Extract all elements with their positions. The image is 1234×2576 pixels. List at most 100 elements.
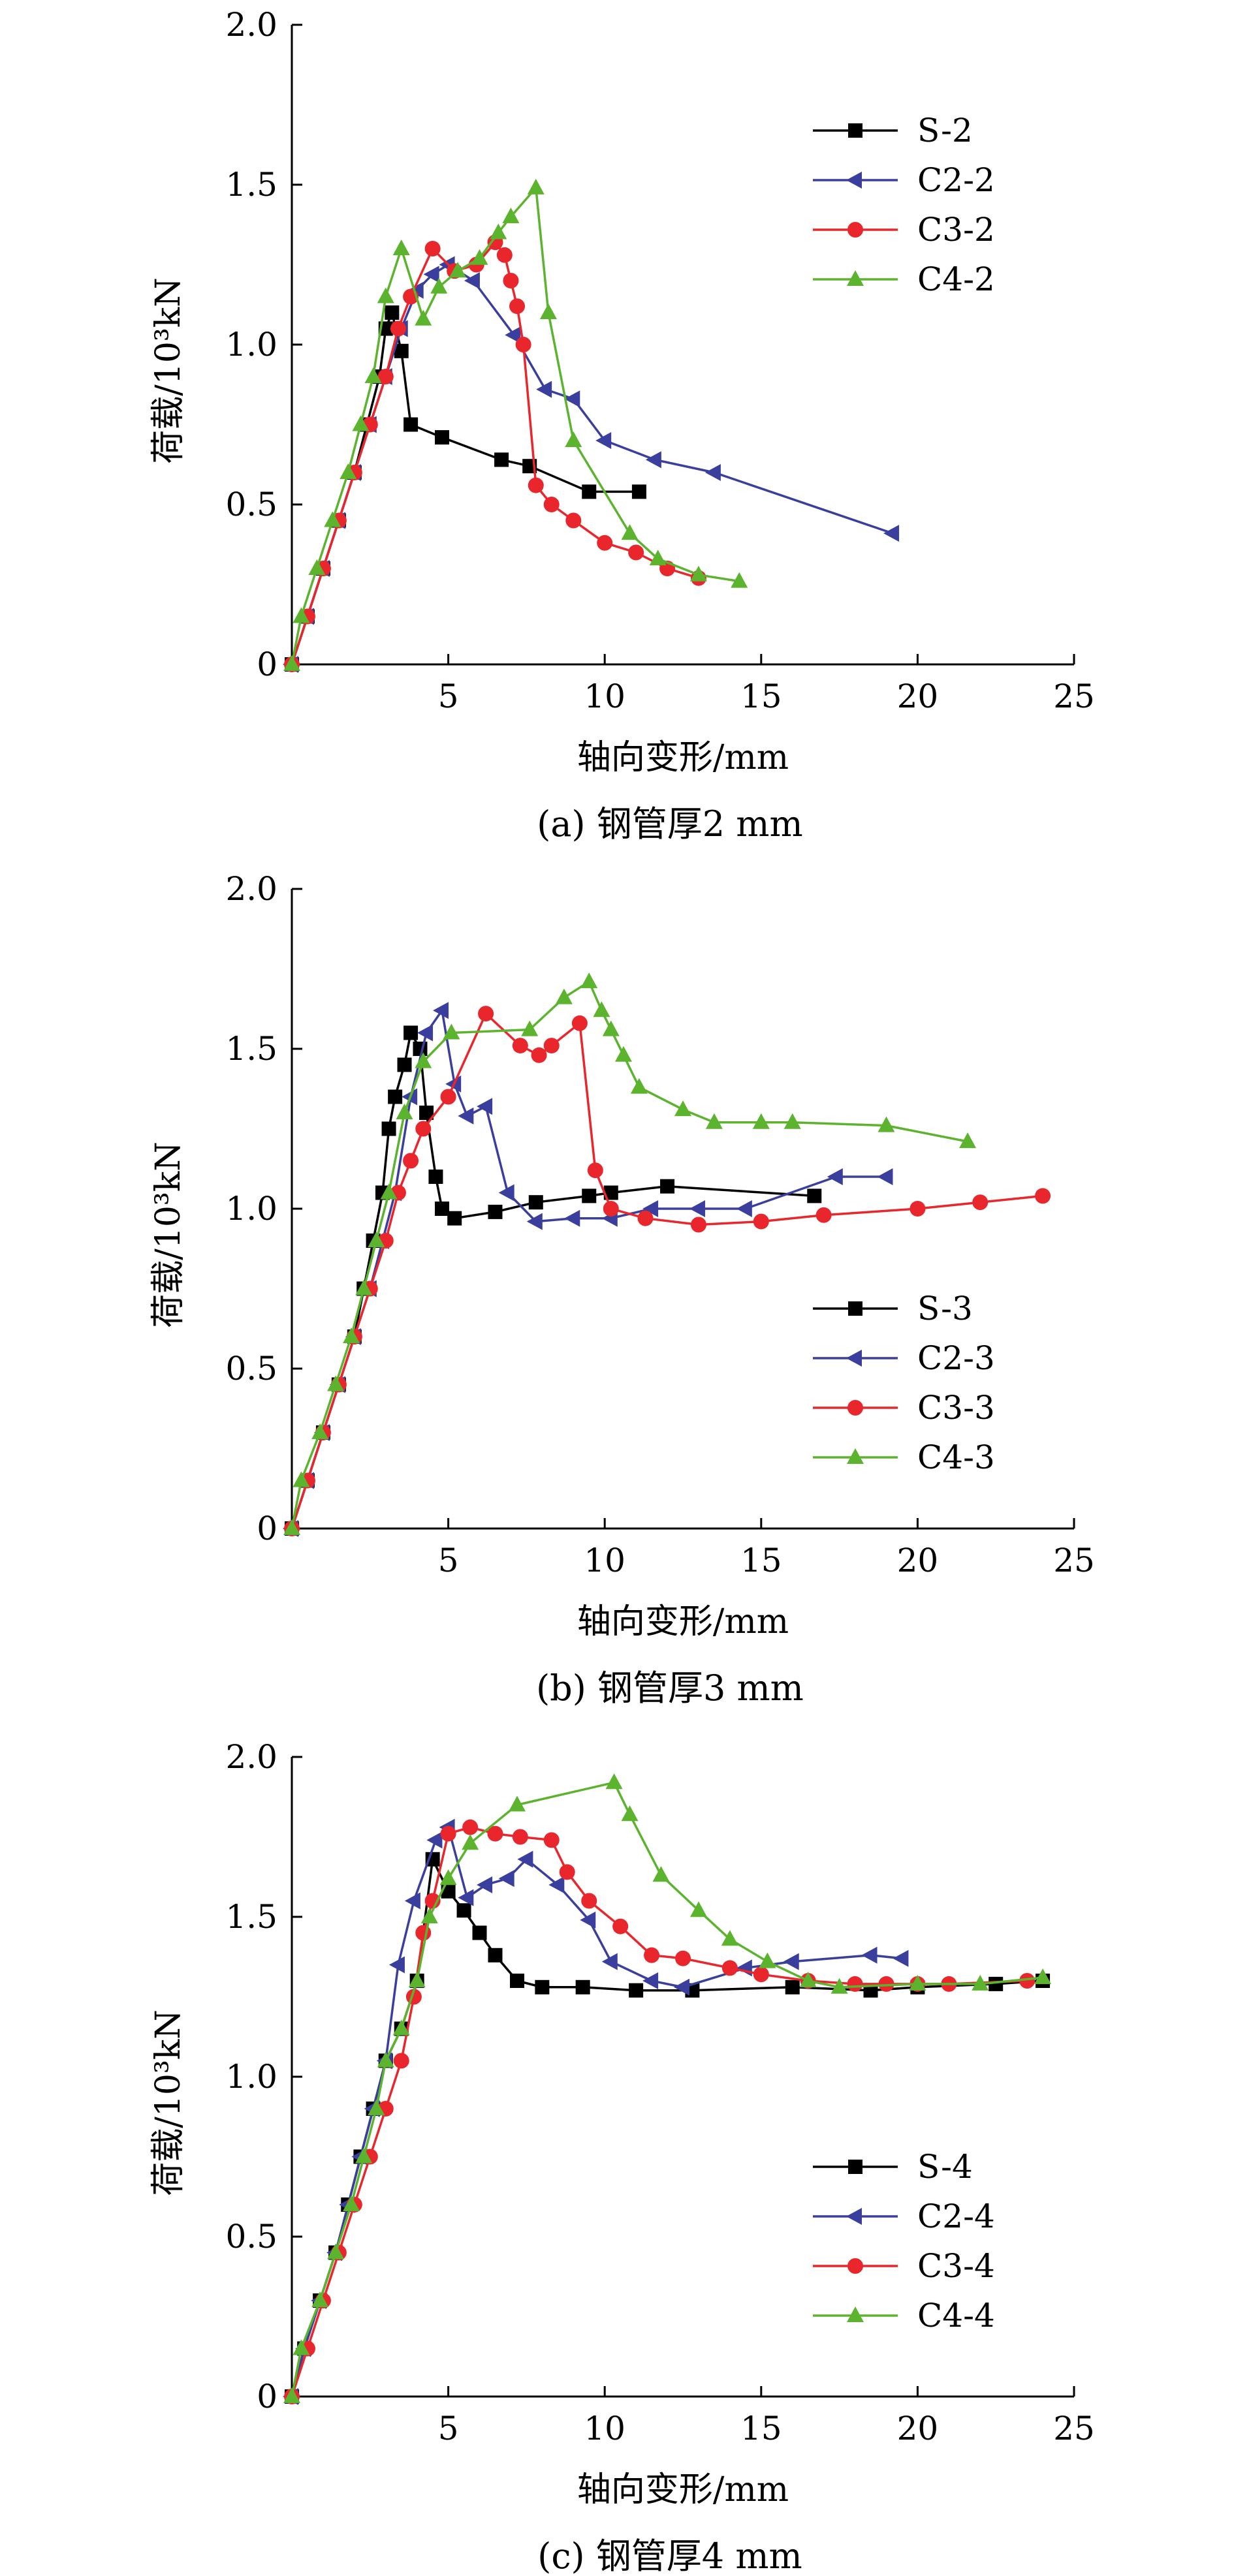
data-point-c4-3 — [293, 1471, 310, 1487]
series-c4-4 — [283, 1773, 1052, 2403]
data-point-c3-2 — [565, 512, 582, 529]
y-tick-label: 0.5 — [225, 486, 277, 523]
series-c2-2 — [283, 256, 900, 673]
data-point-c3-4 — [462, 1819, 479, 1835]
data-point-c3-3 — [403, 1153, 419, 1169]
data-point-c2-2 — [883, 525, 900, 542]
data-point-c4-4 — [327, 2243, 345, 2259]
legend-label-c2-2: C2-2 — [917, 161, 995, 199]
data-point-c2-3 — [433, 1002, 449, 1019]
legend-label-c3-3: C3-3 — [917, 1389, 995, 1427]
y-axis-title: 荷载/10³kN — [149, 277, 188, 464]
x-tick-label: 10 — [584, 1542, 625, 1579]
legend-marker-c3-4 — [847, 2258, 863, 2274]
data-point-c4-4 — [311, 2291, 329, 2307]
data-point-c4-4 — [420, 1908, 438, 1923]
data-point-s-2 — [631, 484, 646, 499]
data-point-c4-4 — [462, 1834, 479, 1850]
data-point-c4-3 — [415, 1052, 432, 1068]
legend-label-s-4: S-4 — [917, 2148, 973, 2186]
legend-marker-c4-4 — [847, 2306, 864, 2322]
legend-label-c4-3: C4-3 — [917, 1438, 995, 1476]
data-point-c4-2 — [364, 367, 382, 383]
data-point-s-3 — [428, 1170, 443, 1184]
data-point-c4-2 — [449, 262, 466, 278]
chart-panel-c: 0 0.5 1.0 1.5 2.0 5 10 15 20 25 轴向变形/mm 荷载/10³kN (c)… — [149, 1738, 1095, 2576]
data-point-c4-2 — [490, 223, 507, 240]
data-point-c3-4 — [847, 1976, 863, 1992]
data-point-s-3 — [528, 1195, 543, 1210]
data-point-c4-3 — [555, 988, 573, 1004]
data-point-c3-3 — [637, 1210, 654, 1226]
data-point-c2-4 — [861, 1946, 878, 1964]
data-point-s-4 — [456, 1903, 471, 1918]
data-point-c2-4 — [642, 1972, 659, 1989]
data-point-c3-4 — [721, 1960, 738, 1976]
data-point-c3-3 — [690, 1217, 706, 1233]
x-tick-label: 25 — [1053, 2410, 1095, 2447]
y-tick-label: 2.0 — [225, 6, 277, 44]
data-point-c4-3 — [396, 1104, 413, 1119]
panel-caption: (c) 钢管厚4 mm — [537, 2536, 802, 2576]
data-point-c2-2 — [595, 432, 612, 449]
data-point-s-4 — [488, 1948, 503, 1963]
data-point-c4-3 — [674, 1100, 691, 1117]
data-point-c4-2 — [352, 415, 370, 431]
x-tick-label: 5 — [438, 1542, 459, 1579]
series-c2-3 — [283, 1002, 893, 1537]
data-point-c3-4 — [559, 1864, 575, 1880]
data-point-s-4 — [535, 1979, 550, 1994]
data-point-c4-2 — [649, 550, 667, 566]
x-tick-label: 25 — [1053, 1542, 1095, 1579]
data-point-c2-4 — [736, 1959, 752, 1977]
data-point-c4-3 — [878, 1116, 895, 1132]
series-line-c4-3 — [291, 980, 968, 1529]
data-point-c2-3 — [417, 1024, 434, 1042]
y-tick-label: 0.5 — [225, 1350, 277, 1388]
data-point-c2-3 — [526, 1213, 543, 1230]
data-point-c4-2 — [283, 655, 300, 671]
series-c4-3 — [283, 972, 977, 1535]
data-point-c4-4 — [652, 1866, 670, 1882]
data-point-c4-3 — [311, 1423, 329, 1439]
data-point-c3-4 — [487, 1825, 503, 1842]
data-point-c2-4 — [498, 1870, 514, 1887]
y-axis-title: 荷载/10³kN — [149, 1141, 188, 1328]
data-point-c3-4 — [393, 2053, 409, 2069]
data-point-c3-3 — [543, 1038, 560, 1054]
data-point-s-3 — [582, 1188, 597, 1203]
data-point-c4-4 — [392, 2019, 410, 2036]
data-point-c4-4 — [972, 1974, 989, 1991]
data-point-c3-3 — [603, 1201, 619, 1217]
data-point-c4-3 — [521, 1020, 539, 1036]
data-point-s-3 — [447, 1211, 462, 1226]
y-tick-label: 0 — [257, 645, 277, 683]
data-point-s-3 — [807, 1188, 822, 1203]
data-point-c2-4 — [893, 1949, 909, 1967]
data-point-s-2 — [435, 430, 450, 445]
y-tick-label: 0 — [257, 2378, 277, 2415]
data-point-s-3 — [435, 1202, 450, 1216]
data-point-c4-2 — [565, 431, 582, 447]
data-point-c3-4 — [415, 1925, 432, 1941]
data-point-c4-2 — [293, 607, 310, 623]
data-point-c3-2 — [543, 497, 560, 512]
x-axis-title: 轴向变形/mm — [577, 2470, 789, 2509]
data-point-s-4 — [629, 1983, 644, 1998]
legend-marker-c4-3 — [847, 1448, 864, 1464]
data-point-c3-2 — [628, 544, 644, 561]
series-line-c2-3 — [291, 1009, 887, 1529]
data-point-s-2 — [494, 452, 509, 467]
x-tick-label: 20 — [897, 1542, 939, 1579]
data-point-c3-4 — [675, 1950, 691, 1966]
data-point-c4-3 — [705, 1113, 723, 1129]
data-point-c4-2 — [539, 303, 557, 319]
data-point-c2-4 — [601, 1953, 618, 1970]
data-point-c3-2 — [424, 241, 441, 256]
legend: S-2 C2-2 C3-2 C4-2 — [813, 112, 995, 298]
data-point-s-3 — [488, 1204, 503, 1219]
data-point-c2-3 — [877, 1168, 893, 1185]
data-point-c3-3 — [972, 1194, 989, 1211]
data-point-c4-4 — [1034, 1968, 1052, 1985]
x-tick-label: 15 — [740, 1542, 782, 1579]
